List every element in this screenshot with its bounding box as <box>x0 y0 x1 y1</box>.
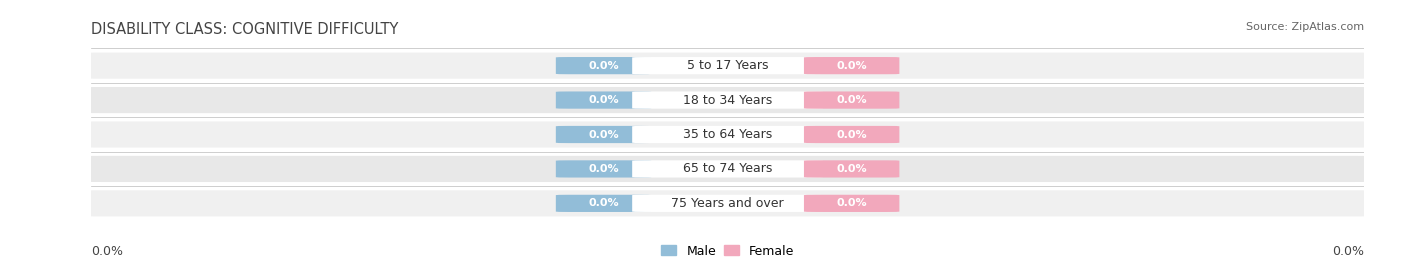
Text: 0.0%: 0.0% <box>837 61 868 71</box>
Text: 0.0%: 0.0% <box>837 198 868 208</box>
FancyBboxPatch shape <box>633 57 823 74</box>
FancyBboxPatch shape <box>633 91 823 109</box>
Text: 75 Years and over: 75 Years and over <box>671 197 785 210</box>
FancyBboxPatch shape <box>79 156 1376 182</box>
Text: 35 to 64 Years: 35 to 64 Years <box>683 128 772 141</box>
FancyBboxPatch shape <box>804 195 900 212</box>
FancyBboxPatch shape <box>555 160 651 178</box>
Text: 18 to 34 Years: 18 to 34 Years <box>683 94 772 107</box>
Text: 0.0%: 0.0% <box>588 61 619 71</box>
Text: 65 to 74 Years: 65 to 74 Years <box>683 162 772 175</box>
FancyBboxPatch shape <box>555 57 651 74</box>
FancyBboxPatch shape <box>79 52 1376 79</box>
Text: 0.0%: 0.0% <box>588 95 619 105</box>
FancyBboxPatch shape <box>555 91 651 109</box>
Text: 0.0%: 0.0% <box>588 164 619 174</box>
FancyBboxPatch shape <box>79 121 1376 148</box>
Text: Source: ZipAtlas.com: Source: ZipAtlas.com <box>1246 22 1364 31</box>
FancyBboxPatch shape <box>804 126 900 143</box>
Text: 0.0%: 0.0% <box>91 245 124 258</box>
FancyBboxPatch shape <box>804 57 900 74</box>
FancyBboxPatch shape <box>804 160 900 178</box>
Legend: Male, Female: Male, Female <box>657 239 799 263</box>
Text: 0.0%: 0.0% <box>837 164 868 174</box>
FancyBboxPatch shape <box>633 126 823 143</box>
Text: 0.0%: 0.0% <box>588 198 619 208</box>
FancyBboxPatch shape <box>804 91 900 109</box>
FancyBboxPatch shape <box>79 87 1376 113</box>
Text: 0.0%: 0.0% <box>837 129 868 140</box>
Text: 0.0%: 0.0% <box>588 129 619 140</box>
FancyBboxPatch shape <box>79 190 1376 217</box>
Text: 0.0%: 0.0% <box>837 95 868 105</box>
Text: 5 to 17 Years: 5 to 17 Years <box>688 59 768 72</box>
FancyBboxPatch shape <box>555 195 651 212</box>
Text: 0.0%: 0.0% <box>1331 245 1364 258</box>
FancyBboxPatch shape <box>555 126 651 143</box>
FancyBboxPatch shape <box>633 160 823 178</box>
FancyBboxPatch shape <box>633 195 823 212</box>
Text: DISABILITY CLASS: COGNITIVE DIFFICULTY: DISABILITY CLASS: COGNITIVE DIFFICULTY <box>91 22 399 37</box>
